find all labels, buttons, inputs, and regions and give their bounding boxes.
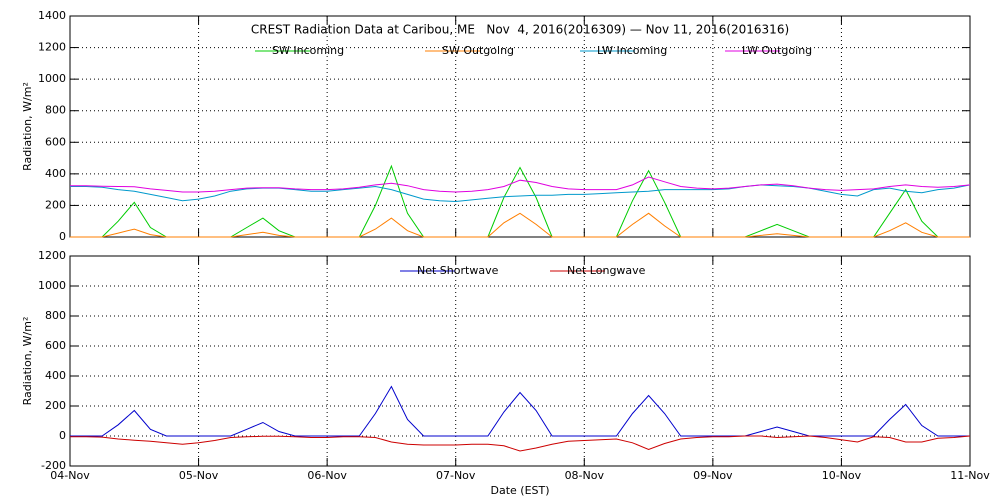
plot-frame bbox=[69, 15, 971, 238]
series-line bbox=[70, 212, 970, 238]
x-tick-label: 10-Nov bbox=[822, 469, 862, 482]
y-tick-label: 600 bbox=[45, 135, 66, 148]
legend-label: LW Outgoing bbox=[742, 44, 812, 57]
y-tick-label: -200 bbox=[41, 459, 66, 472]
y-tick-label: 800 bbox=[45, 309, 66, 322]
legend-label: Net Shortwave bbox=[417, 264, 499, 277]
x-tick-label: 05-Nov bbox=[179, 469, 219, 482]
legend-label: LW Incoming bbox=[597, 44, 667, 57]
y-tick-label: 0 bbox=[59, 429, 66, 442]
chart-title: CREST Radiation Data at Caribou, ME Nov … bbox=[251, 23, 789, 37]
y-tick-label: 0 bbox=[59, 230, 66, 243]
y-axis-label: Radiation, W/m² bbox=[21, 317, 34, 406]
y-tick-label: 800 bbox=[45, 104, 66, 117]
y-tick-label: 1400 bbox=[38, 9, 66, 22]
series-line bbox=[70, 184, 971, 203]
x-tick-label: 08-Nov bbox=[565, 469, 605, 482]
y-tick-label: 200 bbox=[45, 198, 66, 211]
series-line bbox=[70, 385, 970, 437]
y-tick-label: 400 bbox=[45, 167, 66, 180]
legend-label: SW Incoming bbox=[272, 44, 344, 57]
y-tick-label: 1200 bbox=[38, 249, 66, 262]
legend-label: SW Outgoing bbox=[442, 44, 514, 57]
series-line bbox=[70, 176, 971, 193]
y-tick-label: 1000 bbox=[38, 279, 66, 292]
y-tick-label: 600 bbox=[45, 339, 66, 352]
y-tick-label: 1000 bbox=[38, 72, 66, 85]
legend-label: Net Longwave bbox=[567, 264, 646, 277]
x-tick-label: 09-Nov bbox=[693, 469, 733, 482]
y-tick-label: 1200 bbox=[38, 41, 66, 54]
series-line bbox=[70, 435, 971, 452]
x-tick-label: 11-Nov bbox=[950, 469, 990, 482]
plot-frame bbox=[69, 255, 971, 467]
x-tick-label: 06-Nov bbox=[307, 469, 347, 482]
y-axis-label: Radiation, W/m² bbox=[21, 82, 34, 171]
y-tick-label: 200 bbox=[45, 399, 66, 412]
x-tick-label: 04-Nov bbox=[50, 469, 90, 482]
x-tick-label: 07-Nov bbox=[436, 469, 476, 482]
x-axis-label: Date (EST) bbox=[490, 484, 549, 497]
y-tick-label: 400 bbox=[45, 369, 66, 382]
series-line bbox=[70, 164, 970, 238]
